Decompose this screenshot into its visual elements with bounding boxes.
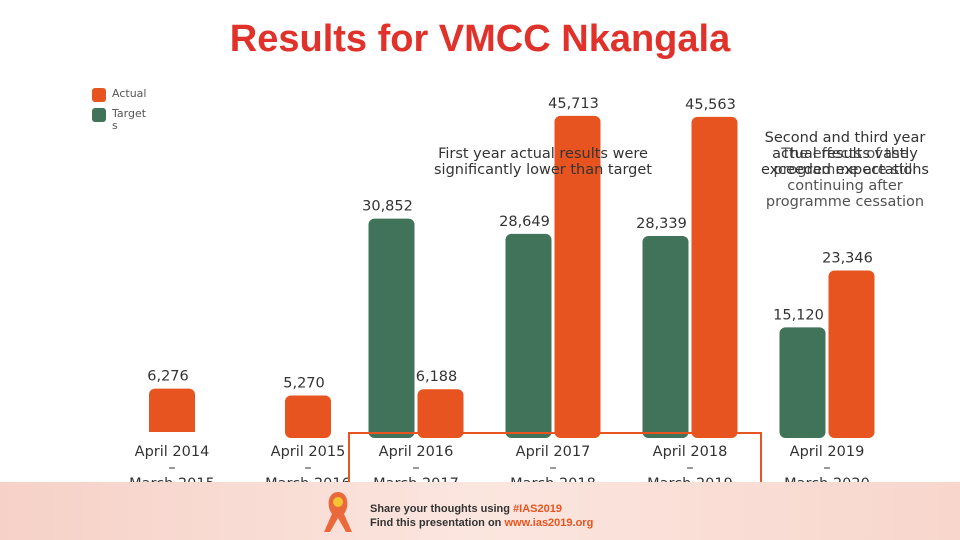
footer-line-1: Share your thoughts using #IAS2019 (370, 502, 593, 516)
bar-targets-5 (779, 327, 826, 438)
bar-actual-4 (691, 116, 738, 438)
category-label-0-line-0: April 2014 (135, 444, 210, 460)
bar-targets-2 (368, 218, 415, 438)
footer-hashtag: #IAS2019 (513, 503, 562, 515)
category-label-1-line-1: – (304, 460, 311, 476)
baseline-mask (100, 432, 900, 440)
category-label-3-line-1: – (549, 460, 556, 476)
bar-targets-4 (642, 235, 689, 438)
category-label-4-line-0: April 2018 (653, 444, 728, 460)
bar-actual-0 (149, 388, 195, 438)
data-label-targets-5: 15,120 (773, 307, 824, 323)
data-label-targets-3: 28,649 (499, 214, 550, 230)
data-label-targets-2: 30,852 (362, 199, 413, 215)
annotation-second-third-year: Second and third year actual results vas… (761, 130, 929, 178)
category-label-5-line-1: – (823, 460, 830, 476)
annotation-programme-effects: The effects of the programme are still c… (765, 146, 925, 210)
footer-text: Share your thoughts using #IAS2019 Find … (370, 502, 593, 530)
chart-title: Results for VMCC Nkangala (229, 18, 731, 60)
category-label-4-line-1: – (686, 460, 693, 476)
data-label-actual-3: 45,713 (548, 96, 599, 112)
category-label-1-line-0: April 2015 (271, 444, 346, 460)
bar-actual-2 (417, 389, 464, 438)
category-label-3-line-0: April 2017 (516, 444, 591, 460)
footer-url[interactable]: www.ias2019.org (504, 517, 594, 529)
data-label-actual-1: 5,270 (283, 376, 325, 392)
bar-actual-5 (828, 270, 875, 438)
category-label-0-line-1: – (168, 460, 175, 476)
category-label-2-line-1: – (412, 460, 419, 476)
bar-targets-3 (505, 233, 552, 438)
legend-swatch-actual (92, 88, 106, 102)
footer-line-2: Find this presentation on www.ias2019.or… (370, 516, 593, 530)
footer-banner (0, 482, 960, 540)
legend-swatch-targets (92, 108, 106, 122)
data-label-actual-0: 6,276 (147, 369, 189, 385)
annotation-first-year: First year actual results were significa… (434, 146, 652, 178)
data-label-actual-4: 45,563 (685, 97, 736, 113)
legend-label-actual: Actual (112, 87, 147, 100)
legend-label-targets: Targets (112, 107, 147, 132)
footer-line2-prefix: Find this presentation on (370, 517, 505, 529)
category-label-5-line-0: April 2019 (790, 444, 865, 460)
bar-actual-3 (554, 115, 601, 438)
data-label-targets-4: 28,339 (636, 216, 687, 232)
data-label-actual-5: 23,346 (822, 251, 873, 267)
footer-line1-prefix: Share your thoughts using (370, 503, 514, 515)
ribbon-icon (324, 492, 352, 532)
category-label-2-line-0: April 2016 (379, 444, 454, 460)
bar-actual-1 (285, 395, 331, 438)
data-label-actual-2: 6,188 (416, 369, 458, 385)
